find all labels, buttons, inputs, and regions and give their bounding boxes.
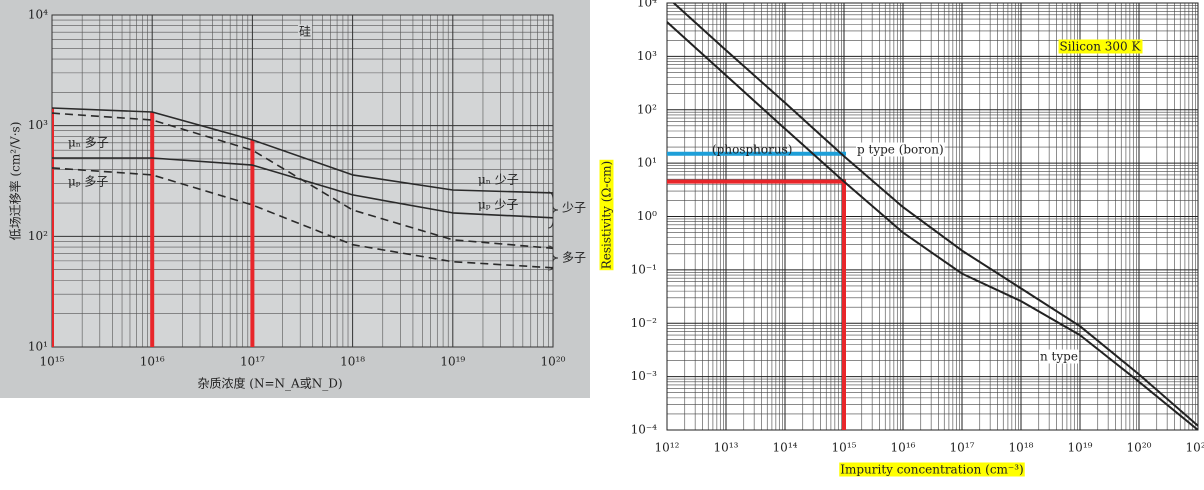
label-background (1058, 39, 1143, 54)
y-tick-label: 10⁻² (631, 316, 658, 330)
y-tick-label: 10³ (28, 118, 48, 132)
y-tick-label: 10² (637, 102, 657, 116)
y-tick-label: 10⁻⁴ (631, 423, 658, 437)
y-axis-label: 低场迁移率 (cm²/V·s) (8, 122, 23, 241)
y-tick-label: 10¹ (637, 156, 657, 170)
x-tick-label: 10¹⁵ (40, 355, 65, 369)
chart-title: Silicon 300 K (1060, 40, 1142, 54)
y-tick-label: 10¹ (28, 340, 48, 354)
x-tick-label: 10¹⁶ (140, 355, 165, 369)
series-label: μₚ 少子 (478, 198, 518, 212)
series-line (52, 167, 553, 269)
label-background (856, 142, 945, 157)
series-label: μₚ 多子 (68, 175, 108, 189)
series-label: p type (boron) (857, 143, 944, 157)
annotation: 少子 (562, 201, 586, 215)
x-tick-label: 10¹⁵ (832, 441, 857, 455)
label-background (1039, 349, 1079, 364)
series-line (52, 107, 553, 194)
y-tick-label: 10² (28, 229, 48, 243)
y-tick-label: 10⁻¹ (631, 262, 657, 276)
x-tick-label: 10¹⁶ (891, 441, 916, 455)
chart-title: 硅 (299, 25, 311, 39)
x-tick-label: 10¹⁸ (340, 355, 365, 369)
x-tick-label: 10²⁰ (541, 355, 566, 369)
y-tick-label: 10⁴ (28, 8, 48, 22)
plot-clip (667, 3, 1198, 430)
series-label: μₙ 多子 (68, 136, 109, 150)
y-tick-label: 10⁴ (637, 0, 657, 10)
annotation: 多子 (562, 251, 586, 265)
label-background (839, 462, 1025, 477)
x-tick-label: 10¹⁴ (773, 441, 798, 455)
label-background (599, 159, 614, 271)
x-axis-label: Impurity concentration (cm⁻³) (840, 463, 1024, 477)
plot-clip (52, 107, 553, 347)
x-tick-label: 10¹⁹ (440, 355, 465, 369)
label-background (297, 24, 313, 39)
series-line (52, 157, 553, 219)
y-tick-label: 10⁻³ (631, 369, 658, 383)
y-tick-label: 10³ (637, 49, 657, 63)
series-label: μₙ 少子 (478, 173, 519, 187)
x-tick-label: 10¹⁸ (1009, 441, 1034, 455)
series-line (667, 21, 1198, 430)
series-label: n type (1040, 350, 1078, 364)
x-tick-label: 10²⁰ (1127, 441, 1152, 455)
x-tick-label: 10¹⁹ (1068, 441, 1093, 455)
y-axis-label: Resistivity (Ω-cm) (600, 161, 614, 269)
x-tick-label: 10¹⁷ (240, 355, 265, 369)
y-tick-label: 10⁰ (637, 209, 657, 223)
series-line (672, 3, 1198, 427)
x-tick-label: 10¹⁷ (950, 441, 975, 455)
x-tick-label: 10¹² (655, 441, 680, 455)
x-axis-label: 杂质浓度 (N=N_A或N_D) (197, 376, 342, 391)
x-tick-label: 10¹³ (714, 441, 739, 455)
annotation: (phosphorus) (712, 143, 792, 157)
